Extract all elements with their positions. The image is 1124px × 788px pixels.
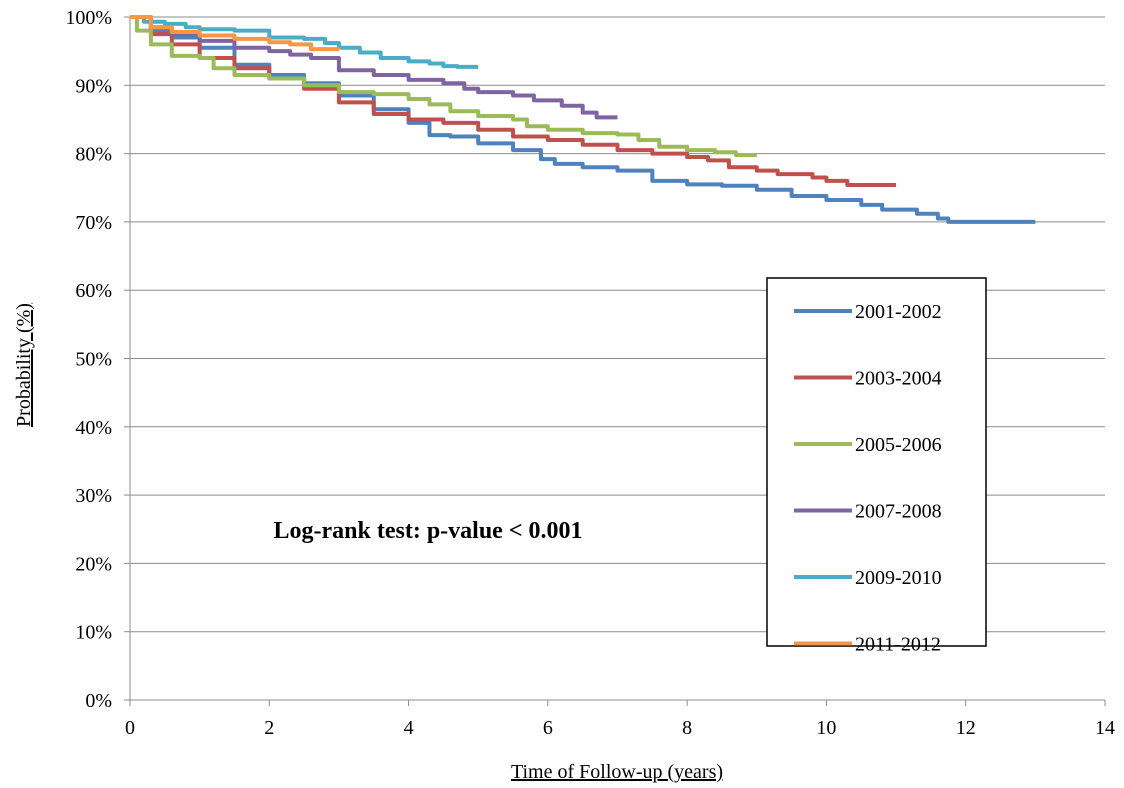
series-line-2003-2004 [130,15,897,188]
legend-label-2007-2008: 2007-2008 [855,501,942,523]
y-tick-label: 60% [75,280,112,302]
y-tick-label: 70% [75,212,112,234]
x-tick-label: 6 [543,717,553,739]
x-tick-label: 12 [956,717,976,739]
legend: 2001-2002 2003-2004 2005-2006 2007-2008 2009… [766,277,987,656]
x-axis-title: Time of Follow-up (years) [511,761,723,783]
legend-label-2011-2012: 2011-2012 [855,634,941,656]
x-tick-label: 10 [816,717,836,739]
legend-box [766,277,987,647]
legend-label-2003-2004: 2003-2004 [855,368,942,390]
y-tick-label: 50% [75,349,112,371]
y-tick-label: 40% [75,417,112,439]
y-tick-label: 10% [75,622,112,644]
y-tick-label: 80% [75,144,112,166]
x-tick-label: 14 [1095,717,1115,739]
x-tick-label: 0 [125,717,135,739]
series-line-2005-2006 [130,15,757,157]
x-tick-label: 8 [682,717,692,739]
series-line-2011-2012 [130,15,341,52]
gridlines [130,16,1105,633]
series-line-2009-2010 [130,15,479,69]
x-tick-label: 4 [404,717,414,739]
legend-label-2005-2006: 2005-2006 [855,434,942,456]
y-axis-title: Probability (%) [13,303,35,427]
y-tick-label: 0% [85,690,112,712]
series-line-2007-2008 [130,15,618,120]
axes: 0% 10% 20% 30% 40% 50% 60% 70% 80% 90% 100% 0 2 4 6 8 10… [65,7,1115,739]
y-tick-label: 20% [75,553,112,575]
y-tick-label: 90% [75,75,112,97]
y-tick-label: 100% [65,7,112,29]
logrank-annotation: Log-rank test: p-value < 0.001 [274,518,583,544]
legend-label-2001-2002: 2001-2002 [855,301,942,323]
legend-label-2009-2010: 2009-2010 [855,567,942,589]
y-tick-label: 30% [75,485,112,507]
x-tick-label: 2 [264,717,274,739]
series-lines [130,15,1036,224]
